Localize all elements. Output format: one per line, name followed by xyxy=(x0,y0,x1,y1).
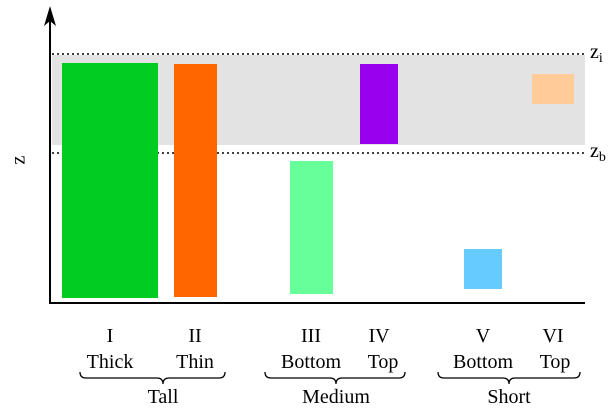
level-label: zb xyxy=(590,140,606,165)
group-label: Medium xyxy=(302,386,370,408)
group-brace xyxy=(437,371,581,385)
column-label: Top xyxy=(540,351,571,373)
bar-thick xyxy=(62,63,158,298)
level-name: z xyxy=(590,41,599,63)
axis-label: z xyxy=(8,155,30,164)
bar-medium-top xyxy=(360,64,398,144)
numeral: VI xyxy=(542,325,563,347)
numeral: IV xyxy=(368,325,390,347)
column-label: Thick xyxy=(87,351,134,373)
level-name: z xyxy=(590,140,599,162)
group-label: Tall xyxy=(148,386,179,408)
level-subscript: b xyxy=(599,150,606,165)
bar-short-top xyxy=(532,74,574,104)
column-label: Bottom xyxy=(281,351,341,373)
column-label: Bottom xyxy=(453,351,513,373)
column-label: Thin xyxy=(176,351,214,373)
bar-short-bottom xyxy=(464,249,502,289)
group-brace xyxy=(264,371,406,385)
column-label: Top xyxy=(368,351,399,373)
numeral: V xyxy=(476,325,491,347)
bar-thin xyxy=(174,64,217,297)
level-subscript: i xyxy=(599,51,603,66)
group-brace xyxy=(79,371,226,385)
axis-arrow xyxy=(44,6,56,26)
level-label: zi xyxy=(590,41,603,66)
numeral: II xyxy=(188,325,201,347)
numeral: III xyxy=(301,325,321,347)
numeral: I xyxy=(107,325,114,347)
bar-medium-bottom xyxy=(290,161,333,294)
group-label: Short xyxy=(487,386,531,408)
